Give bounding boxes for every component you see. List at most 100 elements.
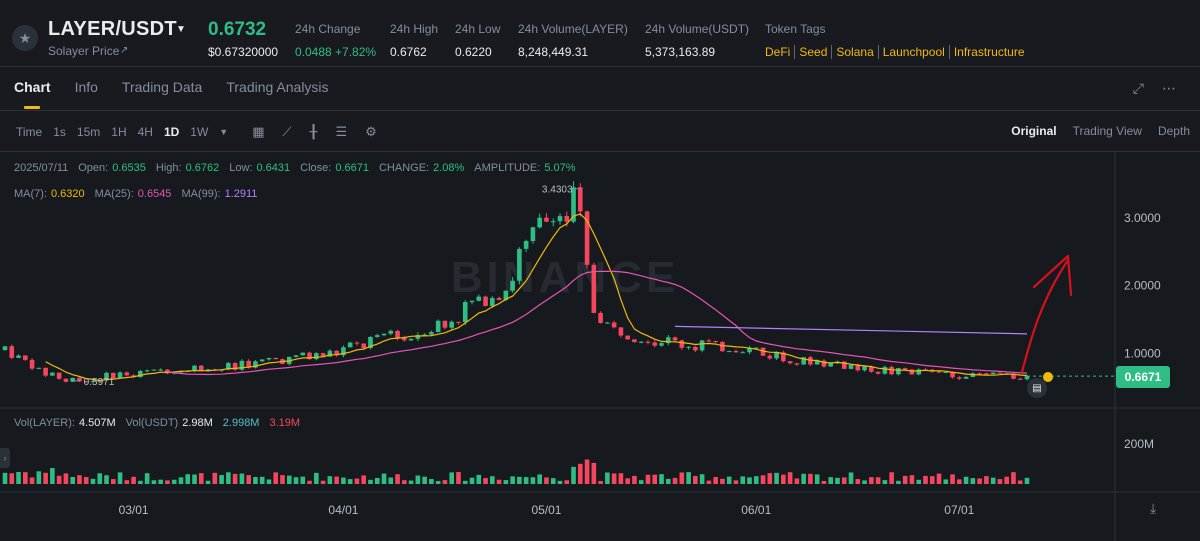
interval-4h[interactable]: 4H (137, 125, 153, 139)
tag-defi[interactable]: DeFi (765, 45, 791, 59)
view-original[interactable]: Original (1011, 124, 1057, 138)
view-depth[interactable]: Depth (1157, 124, 1190, 138)
interval-1d[interactable]: 1D (163, 125, 180, 139)
time-label[interactable]: Time (16, 125, 43, 139)
candle-body (327, 350, 333, 357)
volume-bar (361, 475, 367, 484)
more-icon[interactable]: ⋯ (1162, 80, 1176, 96)
indicator-icon[interactable]: ⟋ (282, 124, 292, 139)
candle-body (902, 368, 908, 370)
candle-body (869, 366, 874, 372)
volume-bar (97, 473, 103, 484)
volume-bar (171, 479, 177, 484)
candle-body (158, 369, 163, 371)
candle-body (63, 378, 69, 382)
candle-body (571, 187, 576, 222)
candle-body (476, 296, 482, 301)
tag-infrastructure[interactable]: Infrastructure (948, 45, 1025, 59)
volume-bar (632, 475, 637, 484)
volume-bar (266, 479, 272, 484)
tag-launchpool[interactable]: Launchpool (877, 45, 945, 59)
candle-body (341, 347, 346, 356)
volume-bar (117, 472, 123, 484)
volume-bar (205, 480, 211, 484)
tag-seed[interactable]: Seed (794, 45, 827, 59)
alert-dot-icon[interactable] (1043, 372, 1053, 382)
volume-bar (767, 473, 773, 484)
chart-panel[interactable]: BINANCE 3.0000 2.0000 1.0000 200M 03/01 04/01… (0, 152, 1200, 541)
view-trading-view[interactable]: Trading View (1072, 124, 1142, 138)
volume-bar (1004, 476, 1009, 484)
volume-bar (185, 474, 191, 484)
candle-body (462, 302, 468, 323)
interval-1s[interactable]: 1s (53, 125, 66, 139)
tab-trading-analysis[interactable]: Trading Analysis (226, 79, 329, 95)
volume-bar (56, 475, 62, 484)
tab-info[interactable]: Info (74, 79, 98, 95)
volume-bar (104, 475, 109, 484)
candle-body (950, 371, 955, 378)
candle-body (889, 366, 894, 375)
order-book-icon[interactable]: ▤ (1027, 378, 1047, 398)
candle-body (1017, 378, 1023, 380)
candle-body (104, 372, 109, 381)
pair-title[interactable]: LAYER/USDT (48, 18, 177, 40)
volume-bar (469, 477, 475, 484)
candle-body (713, 341, 718, 343)
interval-dropdown-icon[interactable]: ▼ (219, 127, 229, 137)
interval-1h[interactable]: 1H (111, 125, 127, 139)
candle-body (679, 340, 685, 348)
candle-body (395, 330, 400, 339)
volume-bar (672, 477, 678, 484)
expand-left-icon[interactable]: › (0, 448, 10, 468)
pair-dropdown-icon[interactable]: ▼ (176, 24, 186, 35)
volume-bar (77, 475, 82, 484)
layout-icon[interactable]: ☰ (335, 124, 348, 139)
volume-bar (300, 476, 306, 484)
red-arrow-shaft (1020, 258, 1070, 374)
volume-bar (510, 476, 515, 484)
volume-bar (950, 474, 955, 484)
candle-body (943, 371, 949, 373)
candle-body (361, 343, 367, 349)
volume-bar (490, 476, 495, 484)
candle-type-icon[interactable]: ╂ (309, 124, 318, 139)
tab-trading-data[interactable]: Trading Data (121, 79, 203, 95)
volume-bar (679, 472, 685, 484)
candle-body (841, 361, 847, 369)
favorite-star-icon[interactable]: ★ (12, 25, 38, 51)
scroll-to-latest-icon[interactable]: ⤓ (1150, 500, 1157, 516)
interval-15m[interactable]: 15m (76, 125, 101, 139)
fullscreen-icon[interactable]: ⤢ (1132, 80, 1144, 96)
candle-body (374, 335, 380, 337)
volume-bar (178, 477, 184, 484)
interval-1w[interactable]: 1W (190, 125, 209, 139)
volume-bar (503, 480, 509, 484)
stat-24h-change: 24h Change 0.0488 +7.82% (295, 22, 377, 59)
candle-body (192, 365, 197, 371)
tag-solana[interactable]: Solana (831, 45, 874, 59)
candle-body (550, 221, 556, 223)
candle-body (753, 347, 759, 349)
candle-body (456, 321, 461, 323)
volume-bar (144, 473, 150, 484)
candle-body (936, 371, 942, 373)
candle-body (138, 371, 143, 378)
last-price-usd: $0.67320000 (208, 45, 279, 59)
calendar-icon[interactable]: ▦ (252, 124, 265, 139)
candle-body (77, 377, 82, 382)
legend-open: 0.6535 (112, 162, 146, 174)
volume-bar (1017, 480, 1023, 484)
pair-subtitle[interactable]: Solayer Price (48, 44, 120, 58)
candle-body (537, 217, 542, 228)
tab-chart[interactable]: Chart (14, 79, 51, 109)
settings-gear-icon[interactable]: ⚙ (365, 124, 377, 139)
candle-body (36, 367, 42, 369)
candle-body (1024, 376, 1030, 380)
candle-body (29, 359, 35, 369)
legend-close: 0.6671 (335, 162, 369, 174)
candle-body (2, 346, 8, 351)
external-link-icon[interactable]: ↗ (120, 45, 129, 56)
candle-body (266, 357, 272, 360)
candlestick-chart[interactable]: BINANCE 3.0000 2.0000 1.0000 200M 03/01 04/01… (0, 152, 1200, 541)
